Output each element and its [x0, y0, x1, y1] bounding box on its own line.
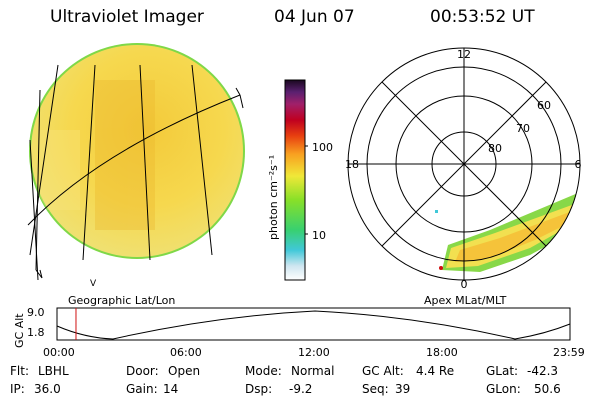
altitude-tick-low: 1.8 — [27, 326, 45, 339]
info-dsp-value: -9.2 — [289, 382, 313, 396]
geographic-image-panel: V — [27, 43, 245, 289]
colorbar-tick-100: 100 — [312, 141, 333, 154]
lat-lon-grid — [27, 64, 244, 281]
time-tick-0000: 00:00 — [43, 346, 75, 359]
info-flt-value: LBHL — [38, 364, 69, 378]
info-glon-key: GLon: — [486, 382, 521, 396]
info-mode-key: Mode: — [245, 364, 282, 378]
info-glat-value: -42.3 — [527, 364, 559, 378]
altitude-tick-high: 9.0 — [27, 306, 45, 319]
info-dsp-key: Dsp: — [245, 382, 273, 396]
info-door-key: Door: — [126, 364, 159, 378]
lat-label-70: 70 — [516, 122, 530, 135]
polar-grid — [347, 47, 581, 281]
info-gain-value: 14 — [163, 382, 179, 396]
info-glon-value: 50.6 — [534, 382, 561, 396]
date-label: 04 Jun 07 — [274, 7, 355, 27]
altitude-plot — [56, 307, 571, 341]
altitude-axis-label: GC Alt — [13, 313, 26, 348]
time-label: 00:53:52 UT — [430, 7, 535, 27]
corner-tick: V — [90, 279, 97, 289]
info-door-value: Open — [168, 364, 201, 378]
lat-label-60: 60 — [537, 99, 551, 112]
aurora-emission — [442, 190, 580, 272]
colorbar — [284, 79, 308, 281]
earth-disk — [31, 45, 243, 257]
time-tick-1800: 18:00 — [426, 346, 458, 359]
time-tick-2359: 23:59 — [553, 346, 585, 359]
info-ip-value: 36.0 — [34, 382, 61, 396]
info-seq-key: Seq: — [362, 382, 389, 396]
info-mode-value: Normal — [291, 364, 335, 378]
time-tick-1200: 12:00 — [298, 346, 330, 359]
altitude-frame — [56, 307, 571, 341]
colorbar-scale — [284, 79, 306, 281]
geographic-panel-label: Geographic Lat/Lon — [68, 294, 176, 307]
mlt-label-0: 0 — [461, 278, 468, 291]
info-gcalt-value: 4.4 Re — [416, 364, 455, 378]
polar-panel-label: Apex MLat/MLT — [424, 294, 507, 307]
mlt-label-18: 18 — [345, 158, 359, 171]
colorbar-tick-10: 10 — [312, 229, 326, 242]
altitude-curve — [56, 310, 571, 340]
info-ip-key: IP: — [10, 382, 25, 396]
mlt-label-12: 12 — [457, 48, 471, 61]
colorbar-unit-label: photon cm⁻²s⁻¹ — [267, 154, 280, 240]
info-seq-value: 39 — [395, 382, 411, 396]
lat-label-80: 80 — [488, 142, 502, 155]
info-gain-key: Gain: — [126, 382, 158, 396]
mlt-label-6: 6 — [575, 158, 582, 171]
instrument-title: Ultraviolet Imager — [50, 7, 204, 27]
time-tick-0600: 06:00 — [170, 346, 202, 359]
info-glat-key: GLat: — [486, 364, 519, 378]
polar-plot: 12 18 6 0 60 70 80 — [345, 47, 582, 291]
info-gcalt-key: GC Alt: — [362, 364, 404, 378]
info-flt-key: Flt: — [10, 364, 29, 378]
